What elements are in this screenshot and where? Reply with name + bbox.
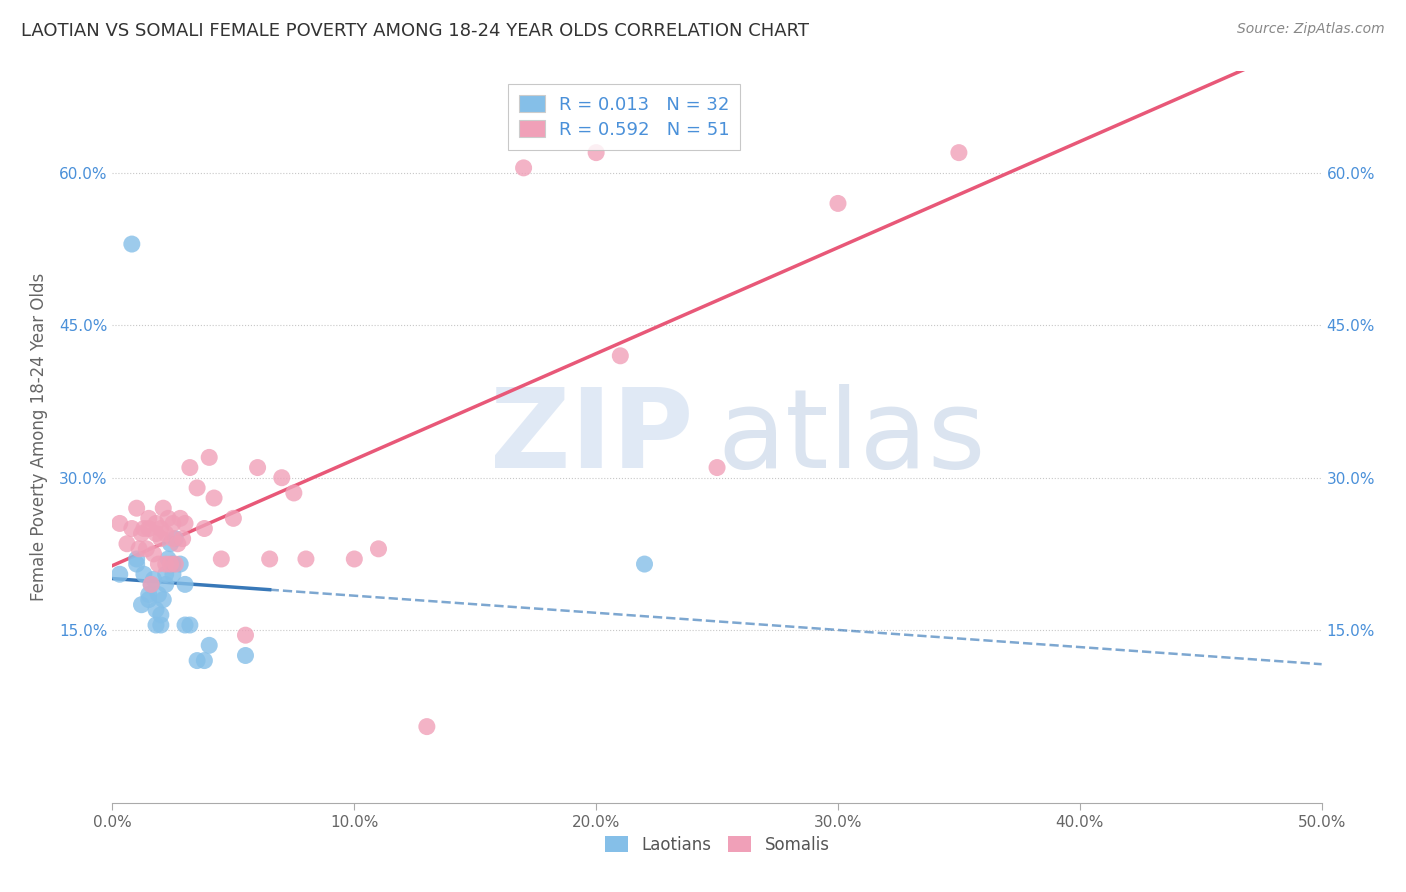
Point [609, 349, 631, 363]
Point [222, 511, 245, 525]
Point [283, 486, 305, 500]
Point [131, 598, 153, 612]
Point [948, 145, 970, 160]
Point [165, 557, 187, 571]
Point [149, 618, 172, 632]
Point [343, 552, 366, 566]
Text: Source: ZipAtlas.com: Source: ZipAtlas.com [1237, 22, 1385, 37]
Point [416, 720, 439, 734]
Point [198, 450, 221, 465]
Point [209, 552, 232, 566]
Point [152, 501, 174, 516]
Point [145, 526, 167, 541]
Point [121, 237, 143, 252]
Point [367, 541, 389, 556]
Point [108, 567, 131, 582]
Point [235, 648, 257, 663]
Point [827, 196, 849, 211]
Point [295, 552, 318, 566]
Point [141, 577, 163, 591]
Point [141, 577, 163, 591]
Point [125, 552, 148, 566]
Point [157, 552, 180, 566]
Point [132, 521, 155, 535]
Point [155, 526, 177, 541]
Text: ZIP: ZIP [489, 384, 693, 491]
Point [131, 526, 153, 541]
Point [162, 532, 184, 546]
Point [165, 532, 187, 546]
Point [145, 603, 167, 617]
Point [145, 618, 167, 632]
Point [174, 577, 197, 591]
Point [149, 532, 172, 546]
Point [155, 557, 177, 571]
Point [585, 145, 607, 160]
Point [121, 521, 143, 535]
Point [138, 592, 160, 607]
Point [135, 541, 157, 556]
Point [162, 557, 184, 571]
Point [157, 511, 180, 525]
Text: atlas: atlas [717, 384, 986, 491]
Point [186, 654, 208, 668]
Text: LAOTIAN VS SOMALI FEMALE POVERTY AMONG 18-24 YEAR OLDS CORRELATION CHART: LAOTIAN VS SOMALI FEMALE POVERTY AMONG 1… [21, 22, 808, 40]
Point [108, 516, 131, 531]
Point [142, 547, 165, 561]
Point [148, 588, 170, 602]
Point [166, 537, 188, 551]
Point [149, 521, 172, 535]
Point [152, 592, 174, 607]
Legend: Laotians, Somalis: Laotians, Somalis [598, 829, 837, 860]
Point [169, 511, 191, 525]
Point [259, 552, 281, 566]
Point [186, 481, 208, 495]
Point [193, 654, 215, 668]
Point [162, 567, 184, 582]
Point [179, 618, 201, 632]
Point [706, 460, 728, 475]
Y-axis label: Female Poverty Among 18-24 Year Olds: Female Poverty Among 18-24 Year Olds [30, 273, 48, 601]
Point [115, 537, 138, 551]
Point [246, 460, 269, 475]
Point [148, 557, 170, 571]
Point [155, 577, 177, 591]
Point [162, 516, 184, 531]
Point [169, 557, 191, 571]
Point [132, 567, 155, 582]
Point [142, 572, 165, 586]
Point [138, 511, 160, 525]
Point [512, 161, 534, 175]
Point [198, 638, 221, 652]
Point [174, 618, 197, 632]
Point [193, 521, 215, 535]
Point [179, 460, 201, 475]
Point [174, 516, 197, 531]
Point [633, 557, 655, 571]
Point [172, 532, 194, 546]
Point [159, 557, 181, 571]
Point [270, 471, 292, 485]
Point [125, 557, 148, 571]
Point [145, 516, 167, 531]
Point [155, 567, 177, 582]
Point [125, 501, 148, 516]
Point [202, 491, 225, 505]
Point [235, 628, 257, 642]
Point [159, 537, 181, 551]
Point [138, 521, 160, 535]
Point [128, 541, 150, 556]
Point [138, 588, 160, 602]
Point [149, 607, 172, 622]
